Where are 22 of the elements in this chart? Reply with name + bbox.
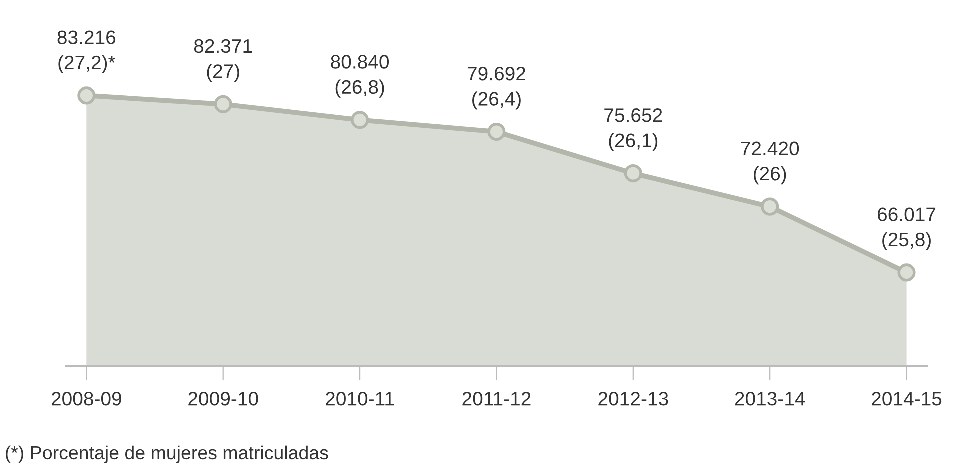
x-tick-label: 2013-14 <box>735 392 806 406</box>
point <box>351 111 370 130</box>
data-label: 83.216 (27,2)* <box>58 30 116 74</box>
x-tick-label: 2010-11 <box>326 392 394 406</box>
data-label: 80.840 (26,8) <box>331 55 390 98</box>
x-tick-label: 2011-12 <box>462 392 531 406</box>
data-label: 66.017 (25,8) <box>878 208 936 250</box>
x-tick-label: 2014-15 <box>872 392 942 406</box>
annotation: (*) Porcentaje de mujeres matriculadas <box>6 446 328 464</box>
point <box>488 122 506 141</box>
x-tick-label: 2012-13 <box>598 392 668 406</box>
x-tick-label: 2008-09 <box>52 392 122 406</box>
data-label: 75.652 (26,1) <box>604 108 662 152</box>
data-label: 72.420 (26) <box>741 142 800 185</box>
data-label: 79.692 (26,4) <box>468 66 526 110</box>
point <box>761 198 780 216</box>
point <box>624 164 642 183</box>
point <box>78 86 96 105</box>
point <box>898 264 916 282</box>
point <box>214 95 232 114</box>
x-tick-label: 2009-10 <box>188 392 258 406</box>
data-label: 82.371 (27) <box>194 39 252 82</box>
